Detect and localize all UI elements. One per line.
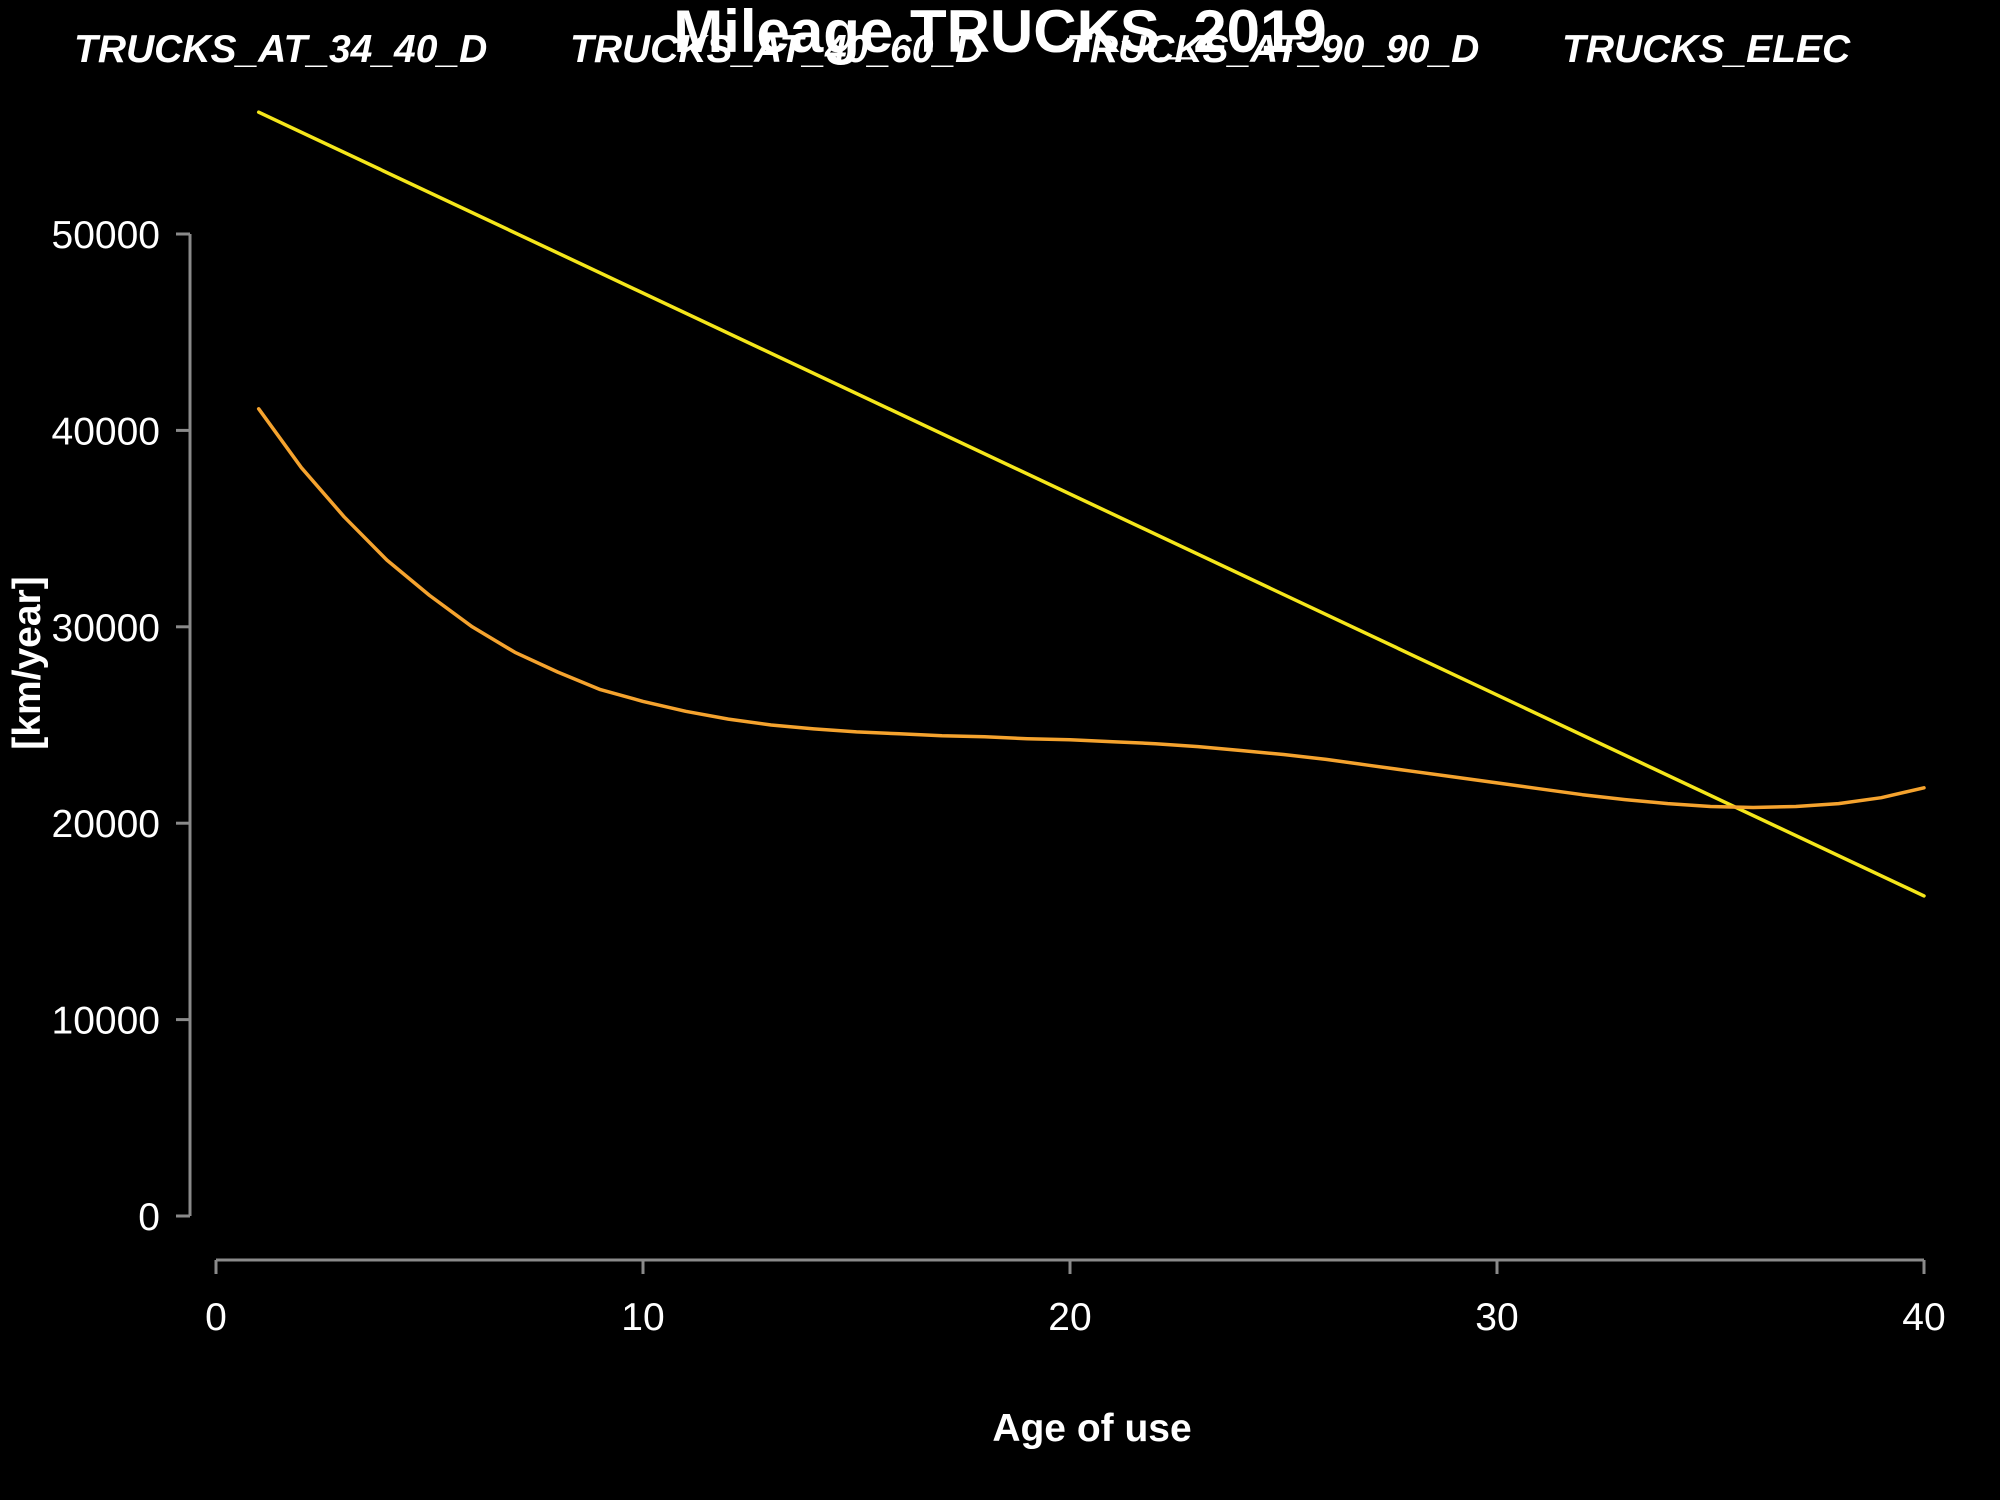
x-tick-label: 30 [1475,1296,1518,1339]
y-tick-label: 30000 [52,607,160,650]
series-line-2 [256,407,1926,810]
legend-entry: TRUCKS_ELEC [1562,28,1851,71]
legend-entry: TRUCKS_AT_90_90_D [1066,28,1479,71]
y-axis-title: [km/year] [6,576,49,749]
x-tick-label: 0 [205,1296,227,1339]
x-axis: 0 10 20 30 40 [205,1258,1946,1339]
y-tick-label: 0 [138,1196,160,1239]
x-tick-label: 10 [621,1296,664,1339]
y-tick-label: 40000 [52,410,160,453]
y-axis: 0 10000 20000 30000 40000 50000 [52,214,192,1239]
y-tick-label: 10000 [52,1000,160,1043]
legend: TRUCKS_AT_34_40_D TRUCKS_AT_40_60_D TRUCKS… [74,28,1851,71]
x-axis-title: Age of use [992,1407,1191,1450]
x-tick-label: 40 [1902,1296,1945,1339]
series-line-1 [256,110,1926,898]
legend-entry: TRUCKS_AT_34_40_D [74,28,487,71]
y-tick-label: 50000 [52,214,160,257]
series-layer [256,110,1926,898]
chart-title: Mileage TRUCKS_2019 [673,0,1327,65]
x-tick-label: 20 [1048,1296,1091,1339]
legend-entry: TRUCKS_AT_40_60_D [570,28,983,71]
y-tick-label: 20000 [52,803,160,846]
